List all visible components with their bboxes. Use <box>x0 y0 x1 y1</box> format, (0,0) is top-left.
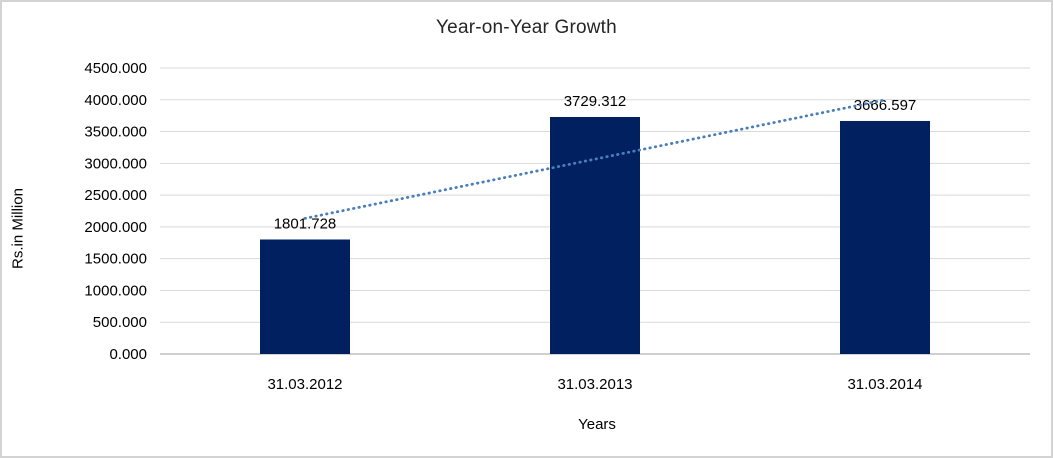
y-tick-label: 1500.000 <box>84 251 147 268</box>
x-category-label: 31.03.2014 <box>847 376 922 393</box>
x-category-label: 31.03.2013 <box>557 376 632 393</box>
y-tick-label: 4000.000 <box>84 92 147 109</box>
bar-31.03.2014 <box>840 120 930 354</box>
y-tick-label: 1000.000 <box>84 282 147 299</box>
chart-title: Year-on-Year Growth <box>436 17 617 38</box>
y-tick-label: 4500.000 <box>84 60 147 77</box>
x-category-label: 31.03.2012 <box>267 376 342 393</box>
bar-31.03.2013 <box>550 116 640 354</box>
x-axis-title: Years <box>578 416 616 433</box>
y-tick-label: 3500.000 <box>84 124 147 141</box>
y-tick-label: 0.000 <box>109 346 147 363</box>
y-tick-label: 500.000 <box>93 314 147 331</box>
bar-31.03.2012 <box>260 239 350 354</box>
trendline-dotted <box>303 98 887 220</box>
y-tick-label: 3000.000 <box>84 155 147 172</box>
y-tick-label: 2000.000 <box>84 219 147 236</box>
data-label: 3666.597 <box>854 97 917 114</box>
data-label: 3729.312 <box>564 93 627 110</box>
data-label: 1801.728 <box>274 215 337 232</box>
y-tick-label: 2500.000 <box>84 187 147 204</box>
